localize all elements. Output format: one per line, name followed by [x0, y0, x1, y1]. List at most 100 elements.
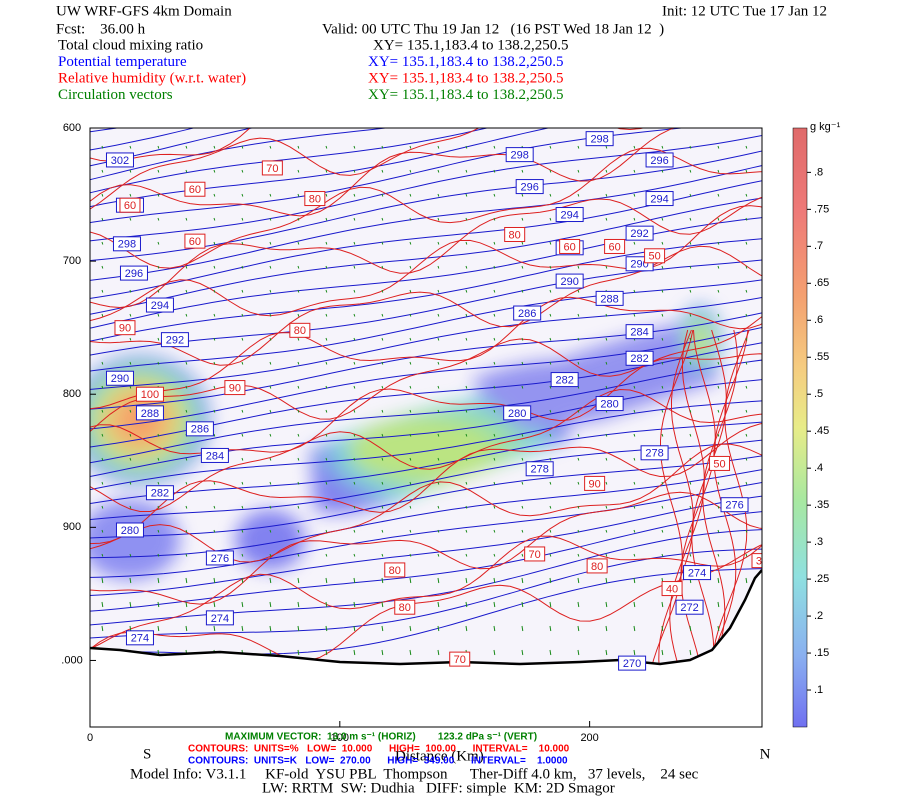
vector [661, 505, 664, 509]
x-tick-label: 0 [87, 732, 93, 744]
vector [689, 145, 692, 149]
vector [381, 529, 384, 533]
vector [297, 625, 300, 632]
vector [325, 505, 328, 509]
vector [157, 337, 160, 341]
rh-line [90, 491, 762, 605]
vector [465, 337, 468, 341]
model-info: Model Info: V3.1.1 KF-old YSU PBL Thomps… [130, 766, 699, 782]
vector [493, 313, 496, 317]
vector [605, 265, 608, 269]
vector [465, 241, 468, 245]
vector [213, 193, 216, 197]
contour-label-box [513, 305, 542, 321]
vector [269, 361, 272, 365]
vector [689, 625, 692, 632]
contour-label: 284 [630, 327, 648, 339]
contour-label: 274 [211, 613, 229, 625]
vector [633, 289, 636, 293]
vector [157, 601, 160, 608]
vector [437, 385, 440, 389]
vector [689, 217, 692, 221]
vector [269, 433, 272, 437]
colorbar-tick-label: .55 [814, 351, 829, 363]
vector [353, 553, 356, 557]
vector [493, 217, 496, 221]
contour-label-box [185, 421, 214, 437]
contour-label: 70 [529, 549, 541, 561]
contour-label: 50 [713, 458, 725, 470]
vector [101, 409, 104, 413]
vector [745, 577, 748, 584]
theta-line [90, 165, 762, 281]
vector [493, 289, 496, 293]
vector [437, 481, 440, 485]
colorbar-ticks: .1 .15 .2 .25 .3 .35 .4 .45 .5 .55 .6 .65 .7 .75 .8 [807, 166, 829, 696]
vector [605, 433, 608, 437]
contour-label-box [709, 455, 731, 471]
vector [605, 145, 608, 149]
vector [353, 385, 356, 389]
rh-line [90, 196, 762, 309]
vector [185, 481, 188, 485]
rh-line [90, 128, 646, 210]
forecast-hour: Fcst: 36.00 h [56, 21, 146, 37]
vector [325, 625, 328, 632]
contour-label-box [205, 610, 234, 626]
contour-label: 282 [555, 374, 573, 386]
vector [101, 193, 104, 197]
contour-label: 280 [600, 398, 618, 410]
theta-line [90, 469, 762, 559]
contour-label: 298 [118, 239, 136, 251]
vector [689, 409, 692, 413]
vector [437, 505, 440, 509]
field-name: Total cloud mixing ratio [58, 37, 203, 53]
vector [745, 409, 748, 413]
vector [437, 289, 440, 293]
vector [213, 433, 216, 437]
contour-label: 282 [630, 353, 648, 365]
vector [661, 145, 664, 149]
contour-label: 40 [666, 583, 678, 595]
vector [689, 337, 692, 341]
vector [297, 265, 300, 269]
vector [297, 289, 300, 293]
vector [717, 553, 720, 557]
vector [521, 529, 524, 533]
contour-label: 294 [151, 300, 169, 312]
contour-label: 280 [121, 525, 139, 537]
vector [437, 553, 440, 557]
theta-line [90, 379, 762, 478]
vector [521, 505, 524, 509]
vector [549, 553, 552, 557]
vector [269, 481, 272, 485]
contour-label: 90 [588, 478, 600, 490]
vector [689, 289, 692, 293]
vector [213, 217, 216, 221]
contour-label-box [559, 238, 581, 254]
contour-label: 302 [111, 155, 129, 167]
contour-label: 286 [191, 424, 209, 436]
vector [549, 457, 552, 461]
vector [689, 265, 692, 269]
contour-label-box [119, 197, 141, 213]
contour-label-box [751, 553, 762, 569]
vector [353, 145, 356, 149]
vector [241, 457, 244, 461]
vector [745, 361, 748, 365]
vector [437, 145, 440, 149]
vector [549, 601, 552, 608]
vector [185, 265, 188, 269]
vector [717, 625, 720, 632]
vector [353, 265, 356, 269]
contour-label-box [125, 630, 154, 646]
vector [605, 601, 608, 608]
contour-label-box [595, 396, 624, 412]
vector [381, 289, 384, 293]
vector [381, 193, 384, 197]
vector [717, 409, 720, 413]
vector [717, 361, 720, 365]
contour-label: 80 [389, 565, 401, 577]
vector [745, 553, 748, 557]
vector [297, 169, 300, 173]
